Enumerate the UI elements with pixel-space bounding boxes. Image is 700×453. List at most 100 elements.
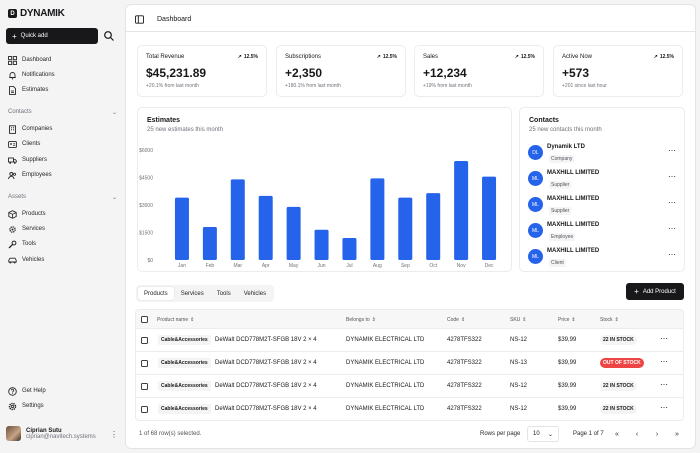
- more-horizontal-icon[interactable]: ⋯: [668, 250, 676, 259]
- chart-bar[interactable]: [258, 195, 273, 260]
- sort-icon: ⇕: [460, 317, 466, 323]
- search-icon[interactable]: [103, 30, 115, 42]
- sidebar-toggle-icon[interactable]: [135, 15, 144, 24]
- belongs-to: DYNAMIK ELECTRICAL LTD: [346, 360, 425, 366]
- first-page-icon[interactable]: «: [615, 430, 619, 438]
- sidebar-item-notifications[interactable]: Notifications: [8, 70, 55, 80]
- more-horizontal-icon[interactable]: ⋯: [660, 403, 668, 412]
- chart-bar[interactable]: [230, 179, 245, 260]
- category-badge: Cable&Accessories: [158, 335, 211, 345]
- more-horizontal-icon[interactable]: ⋯: [668, 224, 676, 233]
- product-sku: NS-12: [510, 406, 528, 412]
- next-page-icon[interactable]: ›: [655, 430, 659, 438]
- contact-item[interactable]: ML MAXHILL LIMITED Supplier ⋯: [525, 168, 683, 194]
- column-header-sku[interactable]: SKU ⇕: [510, 317, 526, 323]
- stat-title: Active Now: [562, 54, 593, 60]
- stat-title: Total Revenue: [146, 54, 185, 60]
- avatar: [6, 426, 21, 441]
- tab-products[interactable]: Products: [138, 287, 174, 300]
- tab-services[interactable]: Services: [180, 290, 204, 297]
- sidebar-item-label: Suppliers: [22, 157, 48, 163]
- belongs-to: DYNAMIK ELECTRICAL LTD: [346, 383, 425, 389]
- row-checkbox[interactable]: [141, 360, 148, 367]
- tab-tools[interactable]: Tools: [216, 290, 231, 297]
- chart-bar[interactable]: [370, 178, 385, 260]
- category-badge: Cable&Accessories: [158, 381, 211, 391]
- more-horizontal-icon[interactable]: ⋯: [660, 357, 668, 366]
- car-icon: [8, 257, 17, 263]
- trend-up-icon: ↗: [514, 54, 519, 60]
- add-product-button[interactable]: + Add Product: [626, 283, 684, 300]
- sidebar-item-products[interactable]: Products: [8, 209, 46, 219]
- sidebar-item-get-help[interactable]: Get Help: [8, 386, 46, 396]
- trend-up-icon: ↗: [653, 54, 658, 60]
- column-header-belongs[interactable]: Belongs to ⇕: [346, 317, 376, 323]
- chart-bar[interactable]: [454, 161, 469, 260]
- select-all-checkbox[interactable]: [141, 316, 148, 323]
- user-profile[interactable]: Ciprian Sutu ciprian@navitech.systems: [6, 426, 96, 441]
- contact-item[interactable]: ML MAXHILL LIMITED Employee ⋯: [525, 220, 683, 246]
- sidebar-item-vehicles[interactable]: Vehicles: [8, 255, 44, 265]
- product-price: $39,99: [558, 337, 577, 343]
- selection-status: 1 of 68 row(s) selected.: [139, 431, 202, 437]
- chart-bar[interactable]: [342, 238, 357, 260]
- x-tick-label: Oct: [429, 263, 437, 269]
- row-checkbox[interactable]: [141, 406, 148, 413]
- logo[interactable]: D DYNAMIK: [8, 8, 65, 19]
- stat-subtext: +20.1% from last month: [146, 83, 199, 89]
- stat-trend-value: 12.5%: [659, 54, 674, 60]
- more-vertical-icon[interactable]: ⋮: [110, 430, 118, 439]
- chart-bar[interactable]: [398, 197, 413, 260]
- row-checkbox[interactable]: [141, 337, 148, 344]
- table-row[interactable]: Cable&Accessories DeWalt DCD778M2T-SFGB …: [136, 398, 683, 420]
- tab-vehicles[interactable]: Vehicles: [243, 290, 267, 297]
- sidebar-item-suppliers[interactable]: Suppliers: [8, 155, 47, 165]
- asset-tabs: Products Services Tools Vehicles: [136, 285, 275, 302]
- more-horizontal-icon[interactable]: ⋯: [660, 380, 668, 389]
- column-header-code[interactable]: Code ⇕: [447, 317, 465, 323]
- products-table: Product name ⇕ Belongs to ⇕ Code ⇕ SKU ⇕ Pri…: [135, 309, 684, 421]
- sidebar-item-settings[interactable]: Settings: [8, 401, 44, 411]
- stock-badge: 22 IN STOCK: [600, 381, 637, 391]
- contact-item[interactable]: DL Dynamik LTD Company ⋯: [525, 142, 683, 168]
- sidebar-item-companies[interactable]: Companies: [8, 124, 52, 134]
- sidebar-item-tools[interactable]: Tools: [8, 239, 36, 249]
- last-page-icon[interactable]: »: [675, 430, 679, 438]
- y-tick-label: $6000: [139, 148, 153, 154]
- column-label: SKU: [510, 317, 521, 323]
- sidebar-item-estimates[interactable]: Estimates: [8, 85, 48, 95]
- more-horizontal-icon[interactable]: ⋯: [668, 172, 676, 181]
- chart-bar[interactable]: [426, 193, 441, 260]
- row-checkbox[interactable]: [141, 383, 148, 390]
- chart-bar[interactable]: [202, 227, 217, 260]
- chart-bar[interactable]: [482, 176, 497, 260]
- sidebar-item-clients[interactable]: Clients: [8, 139, 40, 149]
- chart-bar[interactable]: [314, 229, 329, 260]
- chart-bar[interactable]: [286, 206, 301, 260]
- rows-per-page-select[interactable]: 10 ⌄: [527, 426, 559, 442]
- sidebar-item-services[interactable]: Services: [8, 224, 45, 234]
- column-header-price[interactable]: Price ⇕: [558, 317, 576, 323]
- more-horizontal-icon[interactable]: ⋯: [660, 334, 668, 343]
- estimates-title: Estimates: [147, 117, 181, 124]
- more-horizontal-icon[interactable]: ⋯: [668, 198, 676, 207]
- sidebar-item-dashboard[interactable]: Dashboard: [8, 55, 51, 65]
- column-header-stock[interactable]: Stock ⇕: [600, 317, 619, 323]
- product-sku: NS-12: [510, 337, 528, 343]
- section-contacts[interactable]: Contacts ⌄: [8, 109, 117, 116]
- contact-item[interactable]: ML MAXHILL LIMITED Client ⋯: [525, 246, 683, 272]
- chart-bar[interactable]: [174, 197, 189, 260]
- sidebar-item-employees[interactable]: Employees: [8, 170, 52, 180]
- section-assets[interactable]: Assets ⌄: [8, 194, 117, 201]
- table-row[interactable]: Cable&Accessories DeWalt DCD778M2T-SFGB …: [136, 329, 683, 352]
- more-horizontal-icon[interactable]: ⋯: [668, 146, 676, 155]
- contact-item[interactable]: ML MAXHILL LIMITED Supplier ⋯: [525, 194, 683, 220]
- quick-add-button[interactable]: + Quick add: [6, 28, 98, 44]
- column-header-product[interactable]: Product name ⇕: [157, 317, 194, 323]
- page-title: Dashboard: [157, 16, 192, 23]
- estimates-card: Estimates 25 new estimates this month $0…: [137, 107, 512, 272]
- prev-page-icon[interactable]: ‹: [635, 430, 639, 438]
- table-row[interactable]: Cable&Accessories DeWalt DCD778M2T-SFGB …: [136, 352, 683, 375]
- table-row[interactable]: Cable&Accessories DeWalt DCD778M2T-SFGB …: [136, 375, 683, 398]
- column-label: Product name: [157, 317, 189, 323]
